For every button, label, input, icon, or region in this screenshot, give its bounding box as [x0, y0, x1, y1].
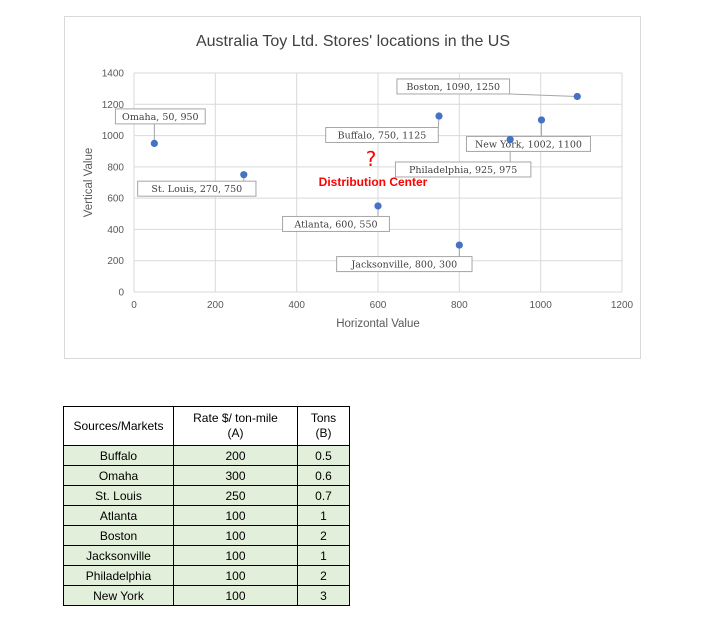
- data-label-box: [336, 256, 473, 273]
- data-point: [506, 135, 514, 144]
- y-tick-label: 1200: [102, 100, 125, 111]
- cell-market: Boston: [63, 525, 174, 546]
- y-tick-label: 1400: [102, 69, 125, 80]
- data-label-box: [114, 108, 206, 125]
- x-tick-label: 600: [370, 300, 387, 311]
- data-label: Philadelphia, 925, 975: [409, 165, 517, 176]
- cell-tons: 2: [297, 525, 350, 546]
- chart-title: Australia Toy Ltd. Stores' locations in …: [196, 33, 510, 50]
- data-label-box: [325, 127, 439, 144]
- table-row: Omaha 300 0.6: [63, 465, 350, 486]
- cell-tons: 2: [297, 565, 350, 586]
- data-point: [374, 202, 382, 210]
- data-label-box: [137, 180, 257, 197]
- data-label: Boston, 1090, 1250: [406, 82, 500, 93]
- header-tons: Tons (B): [297, 406, 350, 446]
- cell-rate: 250: [173, 485, 298, 506]
- data-label-box: [282, 215, 390, 232]
- cell-tons: 0.5: [297, 445, 350, 466]
- chart-area: 0 200 400 600 800 1000 1200 1400 0 200 400 600 800 10…: [64, 16, 641, 359]
- data-label: Omaha, 50, 950: [122, 112, 199, 123]
- y-tick-label: 600: [107, 194, 124, 205]
- table-header-row: Sources/Markets Rate $/ ton-mile (A) Ton…: [63, 406, 350, 446]
- cell-rate: 100: [173, 545, 298, 566]
- x-tick-label: 800: [451, 300, 468, 311]
- data-point: [537, 116, 546, 124]
- header-rate-line2: (A): [227, 426, 244, 440]
- x-tick-label: 400: [288, 300, 305, 311]
- y-tick-label: 200: [107, 256, 124, 267]
- cell-market: Philadelphia: [63, 565, 174, 586]
- cell-rate: 300: [173, 465, 298, 486]
- data-point: [435, 112, 443, 120]
- data-label: St. Louis, 270, 750: [151, 184, 242, 195]
- x-tick-label: 1200: [611, 300, 634, 311]
- data-point: [573, 92, 581, 101]
- cell-rate: 100: [173, 525, 298, 546]
- header-rate-line1: Rate $/ ton-mile: [193, 411, 278, 425]
- table-row: St. Louis 250 0.7: [63, 485, 350, 506]
- table-row: Atlanta 100 1: [63, 505, 350, 526]
- data-label: Jacksonville, 800, 300: [350, 260, 457, 271]
- header-tons-line1: Tons: [310, 411, 337, 425]
- table-row: Jacksonville 100 1: [63, 545, 350, 566]
- data-point: [455, 241, 463, 249]
- data-point: [240, 171, 248, 179]
- cell-rate: 100: [173, 505, 298, 526]
- x-axis-title: Horizontal Value: [336, 318, 420, 330]
- header-tons-line2: (B): [315, 426, 332, 440]
- header-sources-markets: Sources/Markets: [63, 406, 174, 446]
- cell-rate: 200: [173, 445, 298, 466]
- y-tick-label: 1000: [102, 131, 125, 142]
- cell-rate: 100: [173, 565, 298, 586]
- header-rate: Rate $/ ton-mile (A): [173, 406, 298, 446]
- y-axis-title: Vertical Value: [83, 148, 95, 217]
- label-leader-line: [509, 93, 578, 97]
- question-mark: ?: [366, 147, 377, 171]
- y-tick-label: 400: [107, 225, 124, 236]
- cell-tons: 3: [297, 585, 350, 606]
- table-row: New York 100 3: [63, 585, 350, 606]
- x-tick-label: 1000: [530, 300, 553, 311]
- y-tick-label: 800: [107, 162, 124, 173]
- cell-tons: 0.6: [297, 465, 350, 486]
- cell-tons: 1: [297, 505, 350, 526]
- data-point: [150, 139, 158, 147]
- cell-market: New York: [63, 585, 174, 606]
- x-tick-label: 0: [131, 300, 137, 311]
- table-row: Philadelphia 100 2: [63, 565, 350, 586]
- data-label: Atlanta, 600, 550: [293, 219, 377, 230]
- y-tick-label: 0: [118, 288, 124, 299]
- cell-market: Omaha: [63, 465, 174, 486]
- data-label-box: [396, 78, 511, 95]
- data-label: New York, 1002, 1100: [475, 139, 582, 150]
- cell-market: Jacksonville: [63, 545, 174, 566]
- table-row: Boston 100 2: [63, 525, 350, 546]
- rates-table: Sources/Markets Rate $/ ton-mile (A) Ton…: [63, 406, 350, 606]
- cell-market: Buffalo: [63, 445, 174, 466]
- scatter-chart: 0 200 400 600 800 1000 1200 1400 0 200 400 600 800 10…: [83, 33, 634, 330]
- distribution-center-label: Distribution Center: [319, 175, 428, 189]
- cell-market: St. Louis: [63, 485, 174, 506]
- cell-tons: 1: [297, 545, 350, 566]
- cell-market: Atlanta: [63, 505, 174, 526]
- table-row: Buffalo 200 0.5: [63, 445, 350, 466]
- data-label-box: [465, 135, 591, 152]
- cell-rate: 100: [173, 585, 298, 606]
- x-tick-label: 200: [207, 300, 224, 311]
- data-label: Buffalo, 750, 1125: [338, 131, 427, 142]
- cell-tons: 0.7: [297, 485, 350, 506]
- data-label-box: [394, 161, 532, 178]
